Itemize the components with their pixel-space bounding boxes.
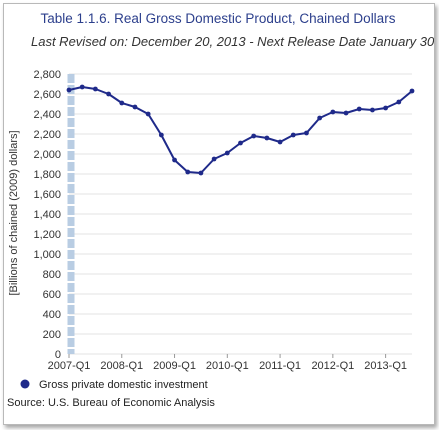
data-point[interactable] xyxy=(66,87,72,93)
data-point[interactable] xyxy=(132,104,138,110)
data-point[interactable] xyxy=(145,111,151,117)
data-point[interactable] xyxy=(224,150,230,156)
data-point[interactable] xyxy=(277,139,283,145)
y-tick-label: 2,400 xyxy=(33,109,61,121)
y-tick-label: 800 xyxy=(43,269,61,281)
data-point[interactable] xyxy=(396,99,402,105)
y-tick-labels: 0 200 400 600 800 1,000 1,200 1,400 1,600 1,800 2,… xyxy=(33,69,61,361)
data-point[interactable] xyxy=(211,156,217,162)
series-line xyxy=(68,86,413,174)
legend: Gross private domestic investment xyxy=(20,379,208,391)
data-point[interactable] xyxy=(264,135,270,141)
y-tick-label: 1,800 xyxy=(33,169,61,181)
x-tick-label: 2011-Q1 xyxy=(259,360,301,372)
data-point[interactable] xyxy=(185,169,191,175)
data-point[interactable] xyxy=(409,88,415,94)
data-point[interactable] xyxy=(79,84,85,90)
series-group xyxy=(66,84,415,176)
data-point[interactable] xyxy=(158,132,164,138)
data-point[interactable] xyxy=(251,133,257,139)
data-point[interactable] xyxy=(198,170,204,176)
data-point[interactable] xyxy=(317,115,323,121)
data-point[interactable] xyxy=(383,105,389,111)
x-tick-label: 2012-Q1 xyxy=(311,360,354,372)
data-point[interactable] xyxy=(106,91,111,97)
x-tick-label: 2013-Q1 xyxy=(364,360,407,372)
x-tick-labels: 2007-Q1 2008-Q1 2009-Q1 2010-Q1 2011-Q1 2012-… xyxy=(48,354,407,372)
y-axis-label: [Billions of chained (2009) dollars] xyxy=(8,130,20,295)
chart-title: Table 1.1.6. Real Gross Domestic Product… xyxy=(41,11,396,26)
data-point[interactable] xyxy=(119,100,125,106)
data-point[interactable] xyxy=(343,110,349,116)
data-point[interactable] xyxy=(356,106,362,112)
chart-subtitle: Last Revised on: December 20, 2013 - Nex… xyxy=(31,34,434,49)
x-tick-label: 2009-Q1 xyxy=(153,360,196,372)
y-tick-label: 400 xyxy=(43,309,61,321)
y-tick-label: 600 xyxy=(43,289,61,301)
y-tick-label: 200 xyxy=(43,329,61,341)
chart-frame: Table 1.1.6. Real Gross Domestic Product… xyxy=(3,3,435,425)
y-tick-label: 1,400 xyxy=(33,209,61,221)
data-point[interactable] xyxy=(172,157,177,163)
data-point[interactable] xyxy=(304,130,309,136)
source-text: Source: U.S. Bureau of Economic Analysis xyxy=(7,397,215,409)
data-point[interactable] xyxy=(92,86,98,92)
data-point[interactable] xyxy=(330,109,336,115)
y-tick-label: 2,800 xyxy=(33,69,61,81)
y-tick-label: 2,000 xyxy=(33,149,61,161)
data-point[interactable] xyxy=(290,132,296,138)
grid-lines xyxy=(69,73,412,355)
x-tick-label: 2010-Q1 xyxy=(206,360,249,372)
chart-svg: Table 1.1.6. Real Gross Domestic Product… xyxy=(7,11,434,409)
legend-marker xyxy=(20,379,30,389)
y-tick-label: 1,600 xyxy=(33,189,61,201)
y-tick-label: 0 xyxy=(55,349,61,361)
y-tick-label: 1,200 xyxy=(33,229,61,241)
y-tick-label: 1,000 xyxy=(33,249,61,261)
y-tick-label: 2,200 xyxy=(33,129,61,141)
x-tick-label: 2008-Q1 xyxy=(100,360,143,372)
data-point[interactable] xyxy=(370,107,375,113)
y-tick-label: 2,600 xyxy=(33,89,61,101)
legend-label: Gross private domestic investment xyxy=(39,379,208,391)
x-tick-label: 2007-Q1 xyxy=(48,360,91,372)
data-point[interactable] xyxy=(238,140,243,146)
